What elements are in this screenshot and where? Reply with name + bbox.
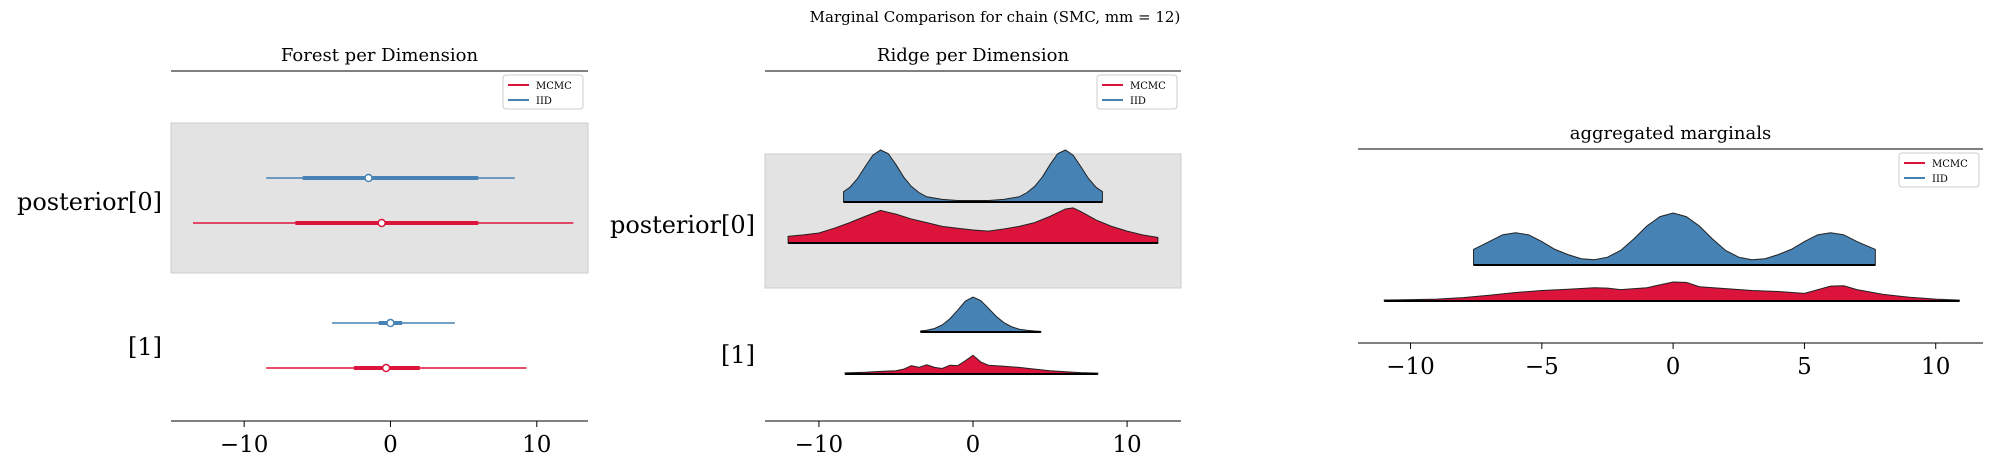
figure-title: Marginal Comparison for chain (SMC, mm =… [810, 8, 1181, 26]
aggregated-panel: aggregated marginals −10 −5 0 5 10 MCMC IID [1358, 123, 1983, 380]
highlight-band [764, 153, 1182, 289]
x-tick-label: 0 [383, 432, 398, 458]
panel-title: Forest per Dimension [281, 45, 479, 66]
legend-label-iid: IID [1130, 96, 1146, 107]
x-tick-label: 5 [1797, 354, 1812, 380]
ridge-mcmc-density [787, 207, 1159, 244]
ridge-mcmc-density [1383, 281, 1960, 302]
legend-label-mcmc: MCMC [1932, 159, 1968, 170]
x-tick-label: 10 [1112, 432, 1141, 458]
x-tick-label: −5 [1525, 354, 1559, 380]
y-label-1: [1] [128, 333, 162, 361]
legend-label-mcmc: MCMC [1130, 81, 1166, 92]
x-tick-label: 10 [1921, 354, 1950, 380]
panel-title: Ridge per Dimension [877, 45, 1070, 66]
ridge-iid-density [1473, 212, 1876, 266]
legend-label-iid: IID [1932, 174, 1948, 185]
forest-mcmc-median [377, 218, 386, 228]
legend-label-mcmc: MCMC [536, 81, 572, 92]
legend-label-iid: IID [536, 96, 552, 107]
ridge-panel: Ridge per Dimension −10 0 10 posterior[0] [1]… [610, 45, 1182, 458]
y-label-1: [1] [721, 341, 755, 369]
x-tick-label: 0 [966, 432, 981, 458]
x-tick-label: −10 [795, 432, 844, 458]
panel-title: aggregated marginals [1570, 123, 1771, 144]
x-tick-label: 0 [1666, 354, 1681, 380]
forest-panel: Forest per Dimension −10 0 10 posterior[0] [1… [17, 45, 589, 458]
x-tick-label: −10 [1386, 354, 1435, 380]
forest-iid-median [364, 173, 373, 183]
forest-mcmc-median [381, 363, 391, 373]
ridge-mcmc-density [844, 354, 1099, 375]
x-tick-label: 10 [522, 432, 551, 458]
highlight-band [170, 122, 589, 274]
ridge-iid-density [843, 149, 1103, 203]
y-label-posterior-0: posterior[0] [610, 211, 755, 239]
x-tick-label: −10 [220, 432, 269, 458]
forest-iid-median [386, 318, 395, 328]
y-label-posterior-0: posterior[0] [17, 188, 162, 216]
ridge-iid-density [920, 296, 1042, 333]
